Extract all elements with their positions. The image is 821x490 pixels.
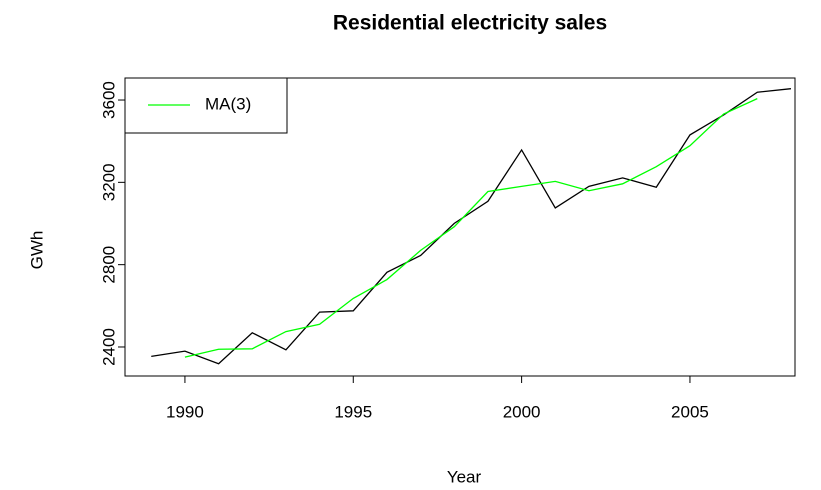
y-axis-label: GWh [27, 231, 46, 270]
y-tick-label: 2400 [99, 328, 118, 366]
x-tick-label: 2005 [671, 402, 709, 421]
series-line [151, 88, 792, 365]
legend-label: MA(3) [205, 94, 251, 113]
x-tick-label: 1995 [334, 402, 372, 421]
plot-frame [124, 77, 796, 377]
x-tick-label: 2000 [503, 402, 541, 421]
y-tick-label: 3600 [99, 81, 118, 119]
y-tick-label: 3200 [99, 163, 118, 201]
chart-title: Residential electricity sales [333, 12, 607, 35]
x-axis-label: Year [447, 467, 482, 486]
series-line [184, 98, 758, 358]
x-tick-label: 1990 [166, 402, 204, 421]
y-tick-label: 2800 [99, 246, 118, 284]
